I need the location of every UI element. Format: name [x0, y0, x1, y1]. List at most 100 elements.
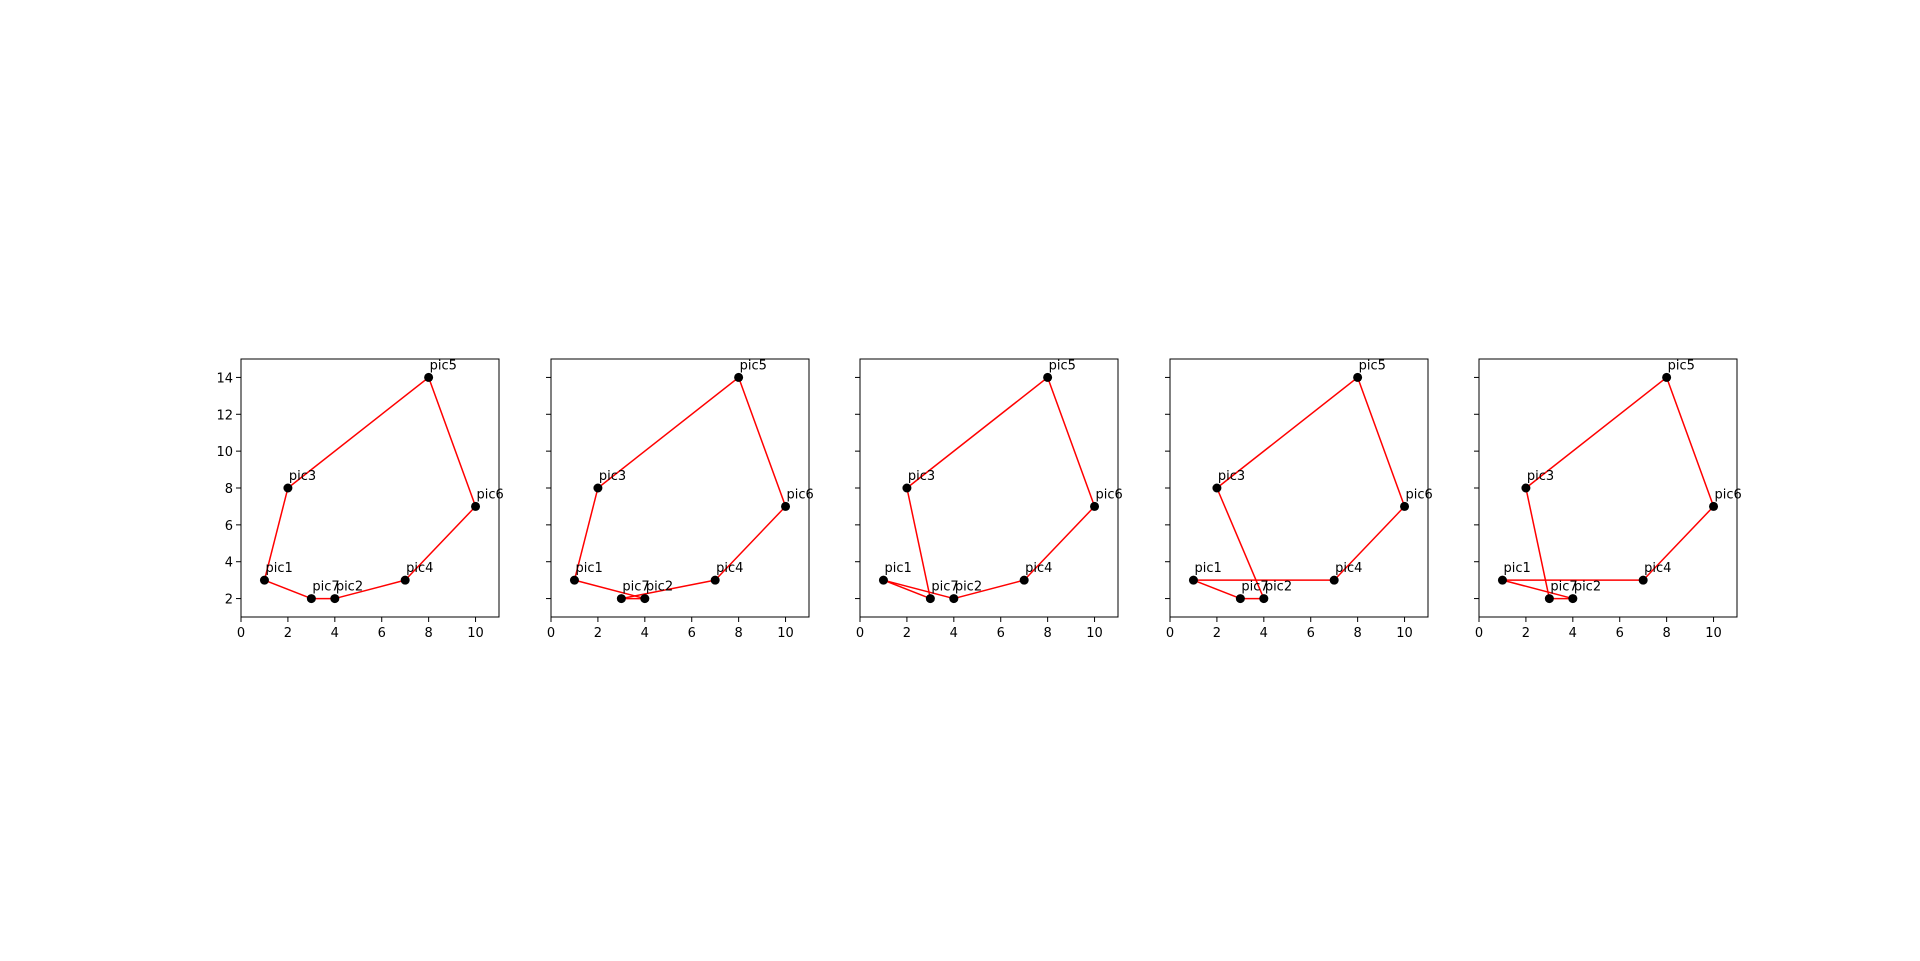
point-label-pic3: pic3 — [1218, 469, 1245, 484]
axes-frame — [550, 358, 810, 618]
point-marker-pic6 — [1709, 501, 1719, 511]
point-marker-pic3 — [1521, 483, 1531, 493]
point-label-pic4: pic4 — [1025, 561, 1052, 576]
y-tick-label: 4 — [225, 556, 233, 571]
route-segment — [1356, 377, 1406, 507]
route-segment — [1046, 377, 1096, 507]
x-tick-label: 0 — [237, 626, 245, 641]
point-marker-pic4 — [400, 575, 410, 585]
point-marker-pic3 — [283, 483, 293, 493]
x-tick-label: 2 — [1522, 626, 1530, 641]
point-marker-pic3 — [902, 483, 912, 493]
x-tick-label: 6 — [1307, 626, 1315, 641]
point-marker-pic4 — [1019, 575, 1029, 585]
point-marker-pic2 — [640, 594, 650, 604]
point-marker-pic3 — [1212, 483, 1222, 493]
point-marker-pic7 — [925, 594, 935, 604]
point-label-pic4: pic4 — [716, 561, 743, 576]
x-tick-label: 4 — [1569, 626, 1577, 641]
subplot-5: 0 2 4 6 8 10 pic1 pic2 pic3 pic4 pic5 pic6 pic7 — [1474, 358, 1742, 641]
subplot-1: 0 2 4 6 8 10 2 4 6 8 10 12 14 pic1 pic2 pic3 pic4 pic5 pic… — [216, 358, 503, 641]
route-segment — [404, 505, 477, 581]
point-label-pic6: pic6 — [787, 487, 814, 502]
point-marker-pic1 — [878, 575, 888, 585]
x-tick-label: 0 — [856, 626, 864, 641]
x-tick-label: 0 — [547, 626, 555, 641]
point-label-pic2: pic2 — [646, 580, 673, 595]
x-tick-label: 2 — [594, 626, 602, 641]
point-label-pic5: pic5 — [1049, 358, 1076, 373]
route-segment — [883, 579, 931, 600]
point-marker-pic3 — [593, 483, 603, 493]
x-tick-label: 8 — [734, 626, 742, 641]
point-label-pic4: pic4 — [1335, 561, 1362, 576]
point-marker-pic5 — [734, 372, 744, 382]
point-label-pic6: pic6 — [1096, 487, 1123, 502]
route-segment — [263, 487, 289, 581]
route-segment — [574, 579, 646, 600]
point-marker-pic6 — [471, 501, 481, 511]
route-segment — [1665, 377, 1715, 507]
x-tick-label: 8 — [1662, 626, 1670, 641]
route-segment — [621, 579, 716, 600]
x-tick-label: 6 — [1616, 626, 1624, 641]
route-segment — [906, 487, 932, 599]
point-marker-pic2 — [949, 594, 959, 604]
subplot-2: 0 2 4 6 8 10 pic1 pic2 pic3 pic4 pic5 pic6 pic7 — [546, 358, 814, 641]
route-segment — [953, 579, 1025, 600]
route-segment — [334, 579, 406, 600]
route-segment — [1216, 487, 1265, 599]
route-segment — [906, 376, 1049, 489]
x-tick-label: 4 — [1260, 626, 1268, 641]
x-tick-label: 8 — [1353, 626, 1361, 641]
x-tick-label: 10 — [1396, 626, 1413, 641]
point-label-pic3: pic3 — [1527, 469, 1554, 484]
x-tick-label: 10 — [1086, 626, 1103, 641]
point-marker-pic2 — [1259, 594, 1269, 604]
point-label-pic6: pic6 — [1406, 487, 1433, 502]
point-label-pic5: pic5 — [430, 358, 457, 373]
axes-frame — [1169, 358, 1429, 618]
point-label-pic1: pic1 — [575, 561, 602, 576]
point-marker-pic1 — [1188, 575, 1198, 585]
point-marker-pic5 — [1353, 372, 1363, 382]
x-tick-label: 4 — [641, 626, 649, 641]
point-label-pic6: pic6 — [1715, 487, 1742, 502]
point-label-pic1: pic1 — [884, 561, 911, 576]
route-segment — [427, 377, 477, 507]
x-tick-label: 10 — [467, 626, 484, 641]
x-tick-label: 6 — [688, 626, 696, 641]
y-tick-label: 8 — [225, 482, 233, 497]
point-marker-pic7 — [1235, 594, 1245, 604]
point-label-pic2: pic2 — [1265, 580, 1292, 595]
route-segment — [1333, 505, 1406, 581]
subplot-3: 0 2 4 6 8 10 pic1 pic2 pic3 pic4 pic5 pic6 pic7 — [855, 358, 1123, 641]
route-segment — [1193, 579, 1241, 600]
point-label-pic2: pic2 — [1574, 580, 1601, 595]
point-marker-pic5 — [1662, 372, 1672, 382]
point-label-pic7: pic7 — [622, 580, 649, 595]
route-segment — [714, 505, 787, 581]
point-marker-pic5 — [424, 372, 434, 382]
x-tick-label: 8 — [1043, 626, 1051, 641]
point-label-pic4: pic4 — [406, 561, 433, 576]
point-label-pic5: pic5 — [740, 358, 767, 373]
y-tick-label: 2 — [225, 593, 233, 608]
axes-frame — [1478, 358, 1738, 618]
point-marker-pic4 — [1638, 575, 1648, 585]
x-tick-label: 10 — [1705, 626, 1722, 641]
subplot-4: 0 2 4 6 8 10 pic1 pic2 pic3 pic4 pic5 pic6 pic7 — [1165, 358, 1433, 641]
point-marker-pic1 — [1497, 575, 1507, 585]
point-marker-pic6 — [781, 501, 791, 511]
point-label-pic1: pic1 — [265, 561, 292, 576]
point-label-pic2: pic2 — [336, 580, 363, 595]
route-segment — [264, 579, 312, 600]
point-label-pic7: pic7 — [1241, 580, 1268, 595]
x-tick-label: 2 — [284, 626, 292, 641]
route-segment — [597, 376, 740, 489]
point-marker-pic1 — [259, 575, 269, 585]
x-tick-label: 6 — [997, 626, 1005, 641]
point-marker-pic7 — [306, 594, 316, 604]
